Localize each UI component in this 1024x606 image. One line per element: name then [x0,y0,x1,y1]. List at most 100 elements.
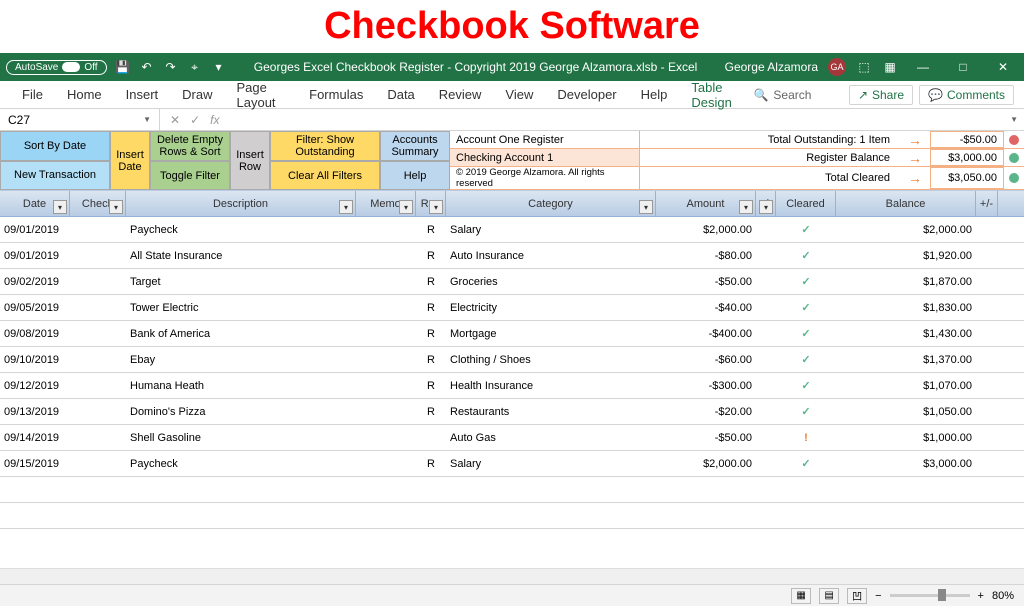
cell-cleared[interactable]: ✓ [776,275,836,288]
sort-by-date-button[interactable]: Sort By Date [0,131,110,161]
delete-empty-button[interactable]: Delete Empty Rows & Sort [150,131,230,161]
cell-date[interactable]: 09/13/2019 [0,406,70,418]
avatar[interactable]: GA [828,58,846,76]
cell-cleared[interactable]: ✓ [776,301,836,314]
cell-date[interactable]: 09/08/2019 [0,328,70,340]
tab-file[interactable]: File [10,81,55,108]
cell-balance[interactable]: $1,870.00 [836,276,976,288]
tab-view[interactable]: View [493,81,545,108]
cell-description[interactable]: Tower Electric [126,302,356,314]
table-row[interactable]: 09/01/2019All State InsuranceRAuto Insur… [0,243,1024,269]
cell-description[interactable]: Humana Heath [126,380,356,392]
cell-date[interactable]: 09/01/2019 [0,250,70,262]
cell-rec[interactable]: R [416,250,446,262]
comments-button[interactable]: 💬 Comments [919,85,1014,105]
autosave-toggle[interactable]: AutoSave Off [6,60,107,75]
cell-cleared[interactable]: ✓ [776,249,836,262]
cell-rec[interactable]: R [416,354,446,366]
user-name[interactable]: George Alzamora [725,60,818,74]
cell-amount[interactable]: -$40.00 [656,302,756,314]
filter-icon[interactable]: ▾ [53,200,67,214]
help-button[interactable]: Help [380,161,450,190]
cell-rec[interactable]: R [416,276,446,288]
table-row[interactable]: 09/01/2019PaycheckRSalary$2,000.00✓$2,00… [0,217,1024,243]
share-button[interactable]: ↗ Share [849,85,913,105]
cell-amount[interactable]: -$50.00 [656,276,756,288]
cell-amount[interactable]: -$400.00 [656,328,756,340]
cell-amount[interactable]: -$50.00 [656,432,756,444]
fx-icon[interactable]: fx [210,113,219,127]
tab-table-design[interactable]: Table Design [679,81,753,108]
cell-description[interactable]: Ebay [126,354,356,366]
zoom-slider[interactable] [890,594,970,597]
search-box[interactable]: 🔍 Search [753,88,811,102]
tab-draw[interactable]: Draw [170,81,224,108]
insert-date-button[interactable]: Insert Date [110,131,150,190]
page-layout-button[interactable]: ▤ [819,588,839,604]
cell-category[interactable]: Salary [446,458,656,470]
cell-category[interactable]: Salary [446,224,656,236]
cell-rec[interactable]: R [416,406,446,418]
empty-row[interactable] [0,529,1024,537]
redo-icon[interactable]: ↷ [163,59,179,75]
cell-cleared[interactable]: ✓ [776,223,836,236]
minimize-button[interactable]: — [908,60,938,74]
cell-date[interactable]: 09/14/2019 [0,432,70,444]
cell-description[interactable]: Paycheck [126,224,356,236]
table-row[interactable]: 09/14/2019Shell GasolineAuto Gas-$50.00!… [0,425,1024,451]
cell-rec[interactable]: R [416,328,446,340]
cell-amount[interactable]: $2,000.00 [656,458,756,470]
cell-balance[interactable]: $1,370.00 [836,354,976,366]
filter-icon[interactable]: ▾ [429,200,443,214]
cell-balance[interactable]: $1,000.00 [836,432,976,444]
empty-row[interactable] [0,503,1024,529]
undo-icon[interactable]: ↶ [139,59,155,75]
dropdown-icon[interactable]: ▾ [211,59,227,75]
cell-category[interactable]: Groceries [446,276,656,288]
cell-balance[interactable]: $1,070.00 [836,380,976,392]
tab-insert[interactable]: Insert [114,81,171,108]
table-row[interactable]: 09/12/2019Humana HeathRHealth Insurance-… [0,373,1024,399]
cell-rec[interactable]: R [416,302,446,314]
new-transaction-button[interactable]: New Transaction [0,161,110,191]
cell-amount[interactable]: -$60.00 [656,354,756,366]
cell-balance[interactable]: $1,430.00 [836,328,976,340]
cell-category[interactable]: Auto Insurance [446,250,656,262]
cell-description[interactable]: Paycheck [126,458,356,470]
cell-cleared[interactable]: ✓ [776,353,836,366]
tab-data[interactable]: Data [375,81,426,108]
cell-rec[interactable]: R [416,224,446,236]
tab-developer[interactable]: Developer [545,81,628,108]
normal-view-button[interactable]: ▦ [791,588,811,604]
cell-description[interactable]: Target [126,276,356,288]
cell-description[interactable]: Domino's Pizza [126,406,356,418]
table-row[interactable]: 09/05/2019Tower ElectricRElectricity-$40… [0,295,1024,321]
filter-icon[interactable]: ▾ [759,200,773,214]
table-row[interactable]: 09/13/2019Domino's PizzaRRestaurants-$20… [0,399,1024,425]
filter-icon[interactable]: ▾ [339,200,353,214]
cell-balance[interactable]: $1,050.00 [836,406,976,418]
touch-icon[interactable]: ⌖ [187,59,203,75]
accounts-summary-button[interactable]: Accounts Summary [380,131,450,161]
zoom-in-button[interactable]: + [978,590,984,602]
empty-row[interactable] [0,477,1024,503]
cell-date[interactable]: 09/01/2019 [0,224,70,236]
tab-page-layout[interactable]: Page Layout [225,81,298,108]
cell-rec[interactable]: R [416,380,446,392]
save-icon[interactable]: 💾 [115,59,131,75]
cell-cleared[interactable]: ! [776,432,836,444]
cell-balance[interactable]: $1,920.00 [836,250,976,262]
tab-help[interactable]: Help [629,81,680,108]
filter-outstanding-button[interactable]: Filter: Show Outstanding [270,131,380,161]
cell-balance[interactable]: $2,000.00 [836,224,976,236]
tab-review[interactable]: Review [427,81,494,108]
filter-icon[interactable]: ▾ [639,200,653,214]
cell-amount[interactable]: $2,000.00 [656,224,756,236]
name-box[interactable]: C27 ▼ [0,109,160,130]
cell-amount[interactable]: -$80.00 [656,250,756,262]
cell-cleared[interactable]: ✓ [776,379,836,392]
cell-date[interactable]: 09/10/2019 [0,354,70,366]
close-button[interactable]: ✕ [988,60,1018,74]
cell-cleared[interactable]: ✓ [776,405,836,418]
cell-amount[interactable]: -$20.00 [656,406,756,418]
